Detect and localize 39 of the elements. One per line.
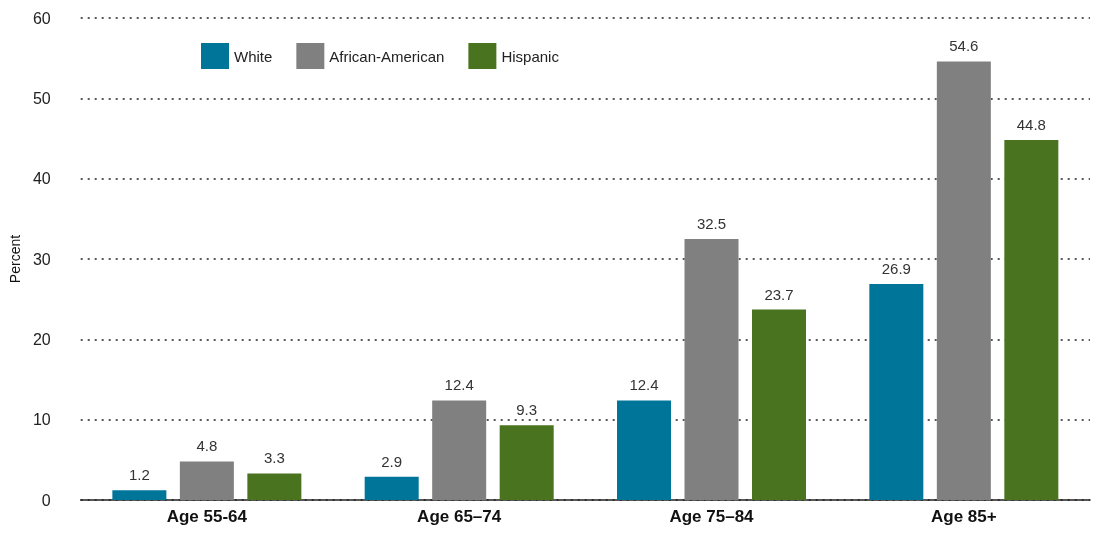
y-tick-label: 20 <box>32 330 51 348</box>
data-label: 26.9 <box>881 259 911 277</box>
data-label: 1.2 <box>128 466 150 484</box>
data-label: 12.4 <box>629 376 659 394</box>
data-label: 12.4 <box>444 376 474 394</box>
bar <box>617 400 672 500</box>
bar <box>247 473 302 500</box>
data-label: 23.7 <box>764 285 794 303</box>
legend-label: White <box>234 47 273 65</box>
bar <box>936 61 991 500</box>
x-tick-label: Age 55-64 <box>166 507 248 526</box>
x-tick-label: Age 85+ <box>930 507 997 526</box>
y-tick-label: 0 <box>41 491 51 509</box>
data-label: 54.6 <box>949 37 979 55</box>
bar <box>364 476 419 500</box>
data-label: 2.9 <box>381 452 403 470</box>
legend-label: Hispanic <box>501 47 560 65</box>
y-tick-label: 40 <box>32 170 51 188</box>
bar <box>179 461 234 500</box>
y-tick-label: 10 <box>32 411 51 429</box>
bar <box>869 283 924 500</box>
bar <box>432 400 487 500</box>
data-label: 4.8 <box>196 437 218 455</box>
data-label: 44.8 <box>1016 116 1046 134</box>
x-tick-label: Age 75–84 <box>669 507 755 526</box>
y-tick-label: 60 <box>32 9 51 27</box>
y-axis-title: Percent <box>7 234 23 284</box>
bar <box>112 490 167 500</box>
data-label: 3.3 <box>263 449 285 467</box>
bar <box>684 238 739 500</box>
legend-label: African-American <box>329 47 445 65</box>
data-label: 9.3 <box>516 401 538 419</box>
y-tick-label: 50 <box>32 89 51 107</box>
y-tick-label: 30 <box>32 250 51 268</box>
x-tick-label: Age 65–74 <box>417 507 502 526</box>
data-label: 32.5 <box>696 214 727 232</box>
bar <box>752 309 807 500</box>
bar <box>1004 140 1059 500</box>
bar <box>499 425 554 500</box>
